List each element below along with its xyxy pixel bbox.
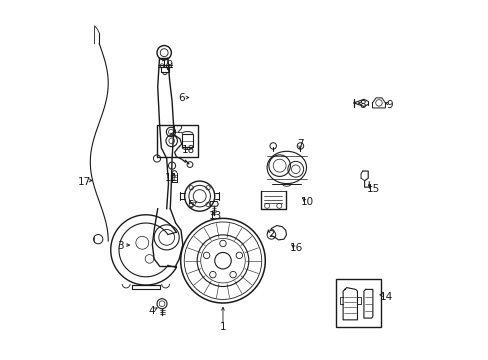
- Text: 6: 6: [178, 93, 184, 103]
- Text: 9: 9: [386, 100, 392, 110]
- Text: 14: 14: [379, 292, 392, 302]
- Text: 19: 19: [161, 60, 174, 70]
- Text: 16: 16: [289, 243, 303, 253]
- Bar: [182, 134, 192, 147]
- Text: 10: 10: [300, 197, 313, 207]
- Text: 2: 2: [267, 229, 274, 239]
- Bar: [157, 125, 197, 157]
- Text: 4: 4: [148, 306, 154, 316]
- Text: 11: 11: [164, 173, 177, 183]
- Text: 15: 15: [366, 184, 380, 194]
- Text: 12: 12: [170, 125, 183, 135]
- Text: 3: 3: [117, 241, 124, 251]
- Text: 5: 5: [187, 200, 194, 210]
- Text: 17: 17: [78, 177, 91, 187]
- Bar: [335, 279, 380, 327]
- Text: 7: 7: [296, 139, 303, 149]
- Text: 8: 8: [359, 100, 366, 110]
- Text: 13: 13: [209, 211, 222, 221]
- Text: 18: 18: [182, 144, 195, 154]
- Text: 1: 1: [219, 322, 226, 332]
